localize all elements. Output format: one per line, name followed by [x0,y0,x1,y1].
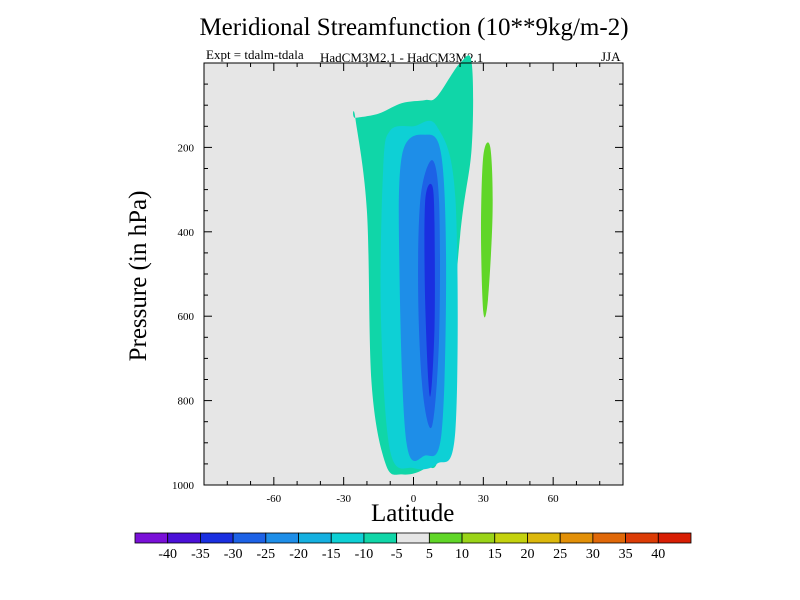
axis-ticks: -60 -30 0 30 60 200 400 600 800 1000 [172,63,623,505]
colorbar-label: 10 [455,547,469,562]
colorbar-swatch [330,532,365,544]
colorbar-label: 30 [586,547,600,562]
colorbar-label: 40 [651,547,665,562]
x-tick-label: 0 [411,493,417,505]
colorbar-swatch [527,532,561,544]
colorbar-label: -35 [191,547,210,562]
chart-title: Meridional Streamfunction (10**9kg/m-2) [199,14,629,41]
x-axis-label: Latitude [371,500,455,527]
x-tick-label: -30 [336,493,351,505]
colorbar-swatch [396,532,430,544]
colorbar-label: -30 [224,547,243,562]
colorbar-swatch [200,532,234,544]
colorbar-label: -40 [158,547,177,562]
y-tick-label: 600 [178,311,195,323]
colorbar-swatch [494,532,528,544]
colorbar-label: -5 [391,547,403,562]
colorbar-swatch [298,532,332,544]
colorbar-label: 5 [426,547,433,562]
x-tick-label: -60 [266,493,281,505]
x-tick-label: 60 [548,493,560,505]
colorbar-swatch [657,532,692,544]
y-tick-label: 800 [178,396,195,408]
colorbar-label: 25 [553,547,567,562]
colorbar-label: -25 [256,547,275,562]
colorbar-label: 35 [619,547,633,562]
colorbar-swatch [625,532,659,544]
season-label: JJA [601,49,621,64]
model-label: HadCM3M2.1 - HadCM3M2.1 [320,50,484,65]
colorbar-swatch [134,532,169,544]
colorbar-swatch [592,532,626,544]
colorbar-swatch [559,532,594,544]
colorbar-swatch [265,532,299,544]
contour-band-5 [481,142,493,318]
y-tick-label: 200 [178,142,195,154]
y-tick-label: 1000 [172,480,195,492]
colorbar-label: -10 [355,547,374,562]
colorbar-swatch [461,532,496,544]
colorbar-label: -20 [289,547,308,562]
colorbar-swatch [363,532,398,544]
colorbar-swatch [428,532,463,544]
contour-band-4 [424,183,435,397]
colorbar-label: 15 [488,547,502,562]
colorbar-swatch [232,532,267,544]
colorbar-label: 20 [520,547,534,562]
colorbar-label: -15 [322,547,341,562]
x-tick-label: 30 [478,493,490,505]
colorbar-swatch [167,532,201,544]
colorbar: -40 -35 -30 -25 -20 -15 -10 -5 5 10 15 20 25 30 35 40 [134,532,692,562]
experiment-label: Expt = tdalm-tdala [206,47,304,62]
y-tick-label: 400 [178,227,195,239]
contour-layer [353,55,493,475]
